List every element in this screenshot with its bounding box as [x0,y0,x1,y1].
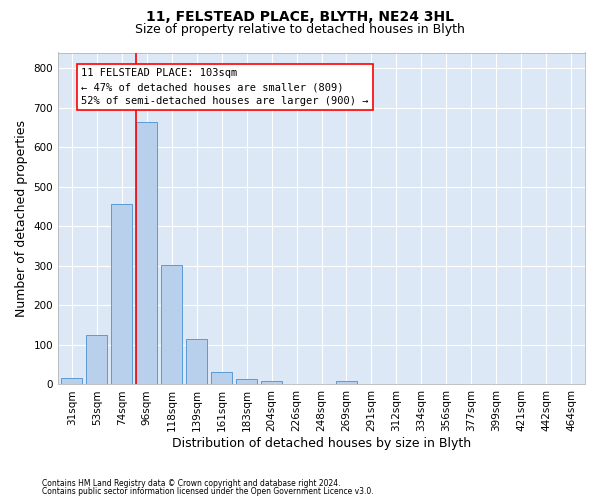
X-axis label: Distribution of detached houses by size in Blyth: Distribution of detached houses by size … [172,437,471,450]
Bar [161,265,182,384]
Bar [186,339,207,384]
Y-axis label: Number of detached properties: Number of detached properties [15,120,28,317]
Bar [211,372,232,384]
Text: Contains public sector information licensed under the Open Government Licence v3: Contains public sector information licen… [42,487,374,496]
Text: Size of property relative to detached houses in Blyth: Size of property relative to detached ho… [135,22,465,36]
Bar [136,122,157,384]
Bar [236,379,257,384]
Bar [261,380,282,384]
Text: 11 FELSTEAD PLACE: 103sqm
← 47% of detached houses are smaller (809)
52% of semi: 11 FELSTEAD PLACE: 103sqm ← 47% of detac… [81,68,369,106]
Bar [86,335,107,384]
Bar [61,378,82,384]
Bar [336,382,357,384]
Text: Contains HM Land Registry data © Crown copyright and database right 2024.: Contains HM Land Registry data © Crown c… [42,478,341,488]
Bar [111,204,133,384]
Text: 11, FELSTEAD PLACE, BLYTH, NE24 3HL: 11, FELSTEAD PLACE, BLYTH, NE24 3HL [146,10,454,24]
